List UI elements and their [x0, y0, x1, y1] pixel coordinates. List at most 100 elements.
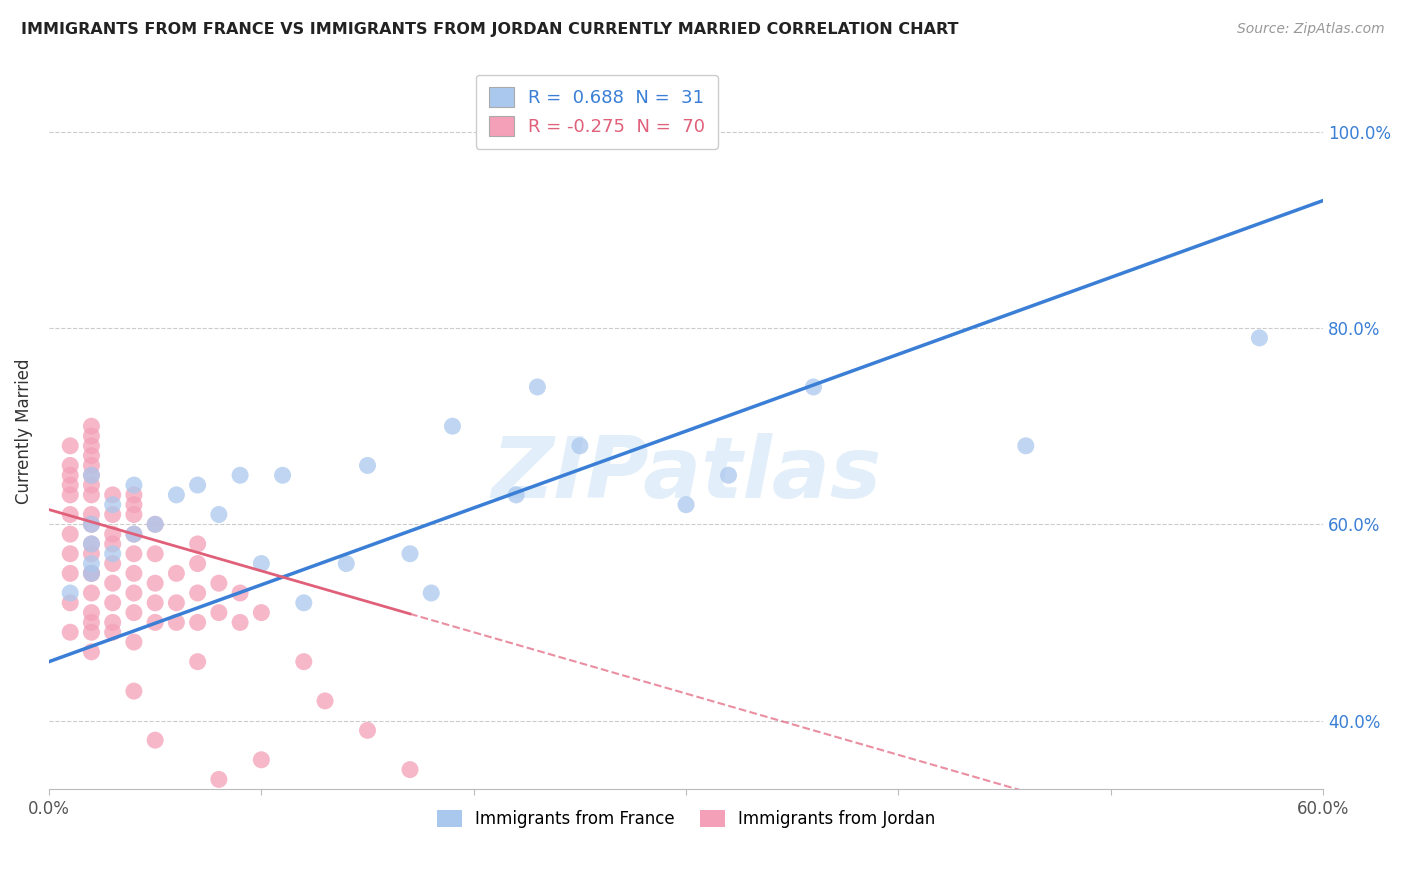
- Point: [101, 625, 124, 640]
- Text: Source: ZipAtlas.com: Source: ZipAtlas.com: [1237, 22, 1385, 37]
- Point: [101, 527, 124, 541]
- Point: [80, 537, 103, 551]
- Point: [59, 468, 82, 483]
- Point: [59, 488, 82, 502]
- Point: [292, 596, 315, 610]
- Point: [165, 566, 187, 581]
- Point: [122, 586, 145, 600]
- Point: [101, 488, 124, 502]
- Point: [80, 449, 103, 463]
- Point: [122, 508, 145, 522]
- Point: [59, 439, 82, 453]
- Point: [101, 557, 124, 571]
- Point: [80, 566, 103, 581]
- Point: [1015, 439, 1038, 453]
- Point: [80, 458, 103, 473]
- Point: [187, 615, 209, 630]
- Point: [80, 488, 103, 502]
- Point: [101, 537, 124, 551]
- Point: [80, 615, 103, 630]
- Point: [59, 458, 82, 473]
- Point: [122, 684, 145, 698]
- Point: [59, 586, 82, 600]
- Point: [356, 723, 378, 738]
- Point: [122, 488, 145, 502]
- Y-axis label: Currently Married: Currently Married: [15, 359, 32, 504]
- Point: [59, 478, 82, 492]
- Point: [229, 586, 252, 600]
- Point: [122, 547, 145, 561]
- Point: [399, 547, 422, 561]
- Point: [80, 625, 103, 640]
- Point: [80, 508, 103, 522]
- Point: [80, 468, 103, 483]
- Point: [187, 557, 209, 571]
- Point: [229, 468, 252, 483]
- Point: [80, 517, 103, 532]
- Point: [208, 772, 231, 787]
- Point: [122, 566, 145, 581]
- Point: [399, 763, 422, 777]
- Point: [101, 547, 124, 561]
- Point: [356, 458, 378, 473]
- Point: [526, 380, 548, 394]
- Point: [122, 498, 145, 512]
- Point: [80, 566, 103, 581]
- Point: [187, 586, 209, 600]
- Point: [1249, 331, 1271, 345]
- Point: [80, 419, 103, 434]
- Point: [80, 645, 103, 659]
- Point: [80, 468, 103, 483]
- Point: [314, 694, 336, 708]
- Point: [143, 615, 166, 630]
- Point: [101, 576, 124, 591]
- Point: [143, 517, 166, 532]
- Point: [441, 419, 464, 434]
- Point: [80, 606, 103, 620]
- Point: [335, 557, 357, 571]
- Point: [420, 586, 443, 600]
- Point: [122, 606, 145, 620]
- Point: [101, 615, 124, 630]
- Text: ZIPatlas: ZIPatlas: [491, 433, 882, 516]
- Point: [80, 557, 103, 571]
- Point: [208, 606, 231, 620]
- Point: [59, 625, 82, 640]
- Point: [122, 527, 145, 541]
- Point: [80, 566, 103, 581]
- Point: [101, 508, 124, 522]
- Point: [143, 576, 166, 591]
- Point: [271, 468, 294, 483]
- Point: [187, 537, 209, 551]
- Point: [675, 498, 697, 512]
- Point: [165, 615, 187, 630]
- Point: [208, 576, 231, 591]
- Point: [165, 596, 187, 610]
- Point: [505, 488, 527, 502]
- Point: [59, 508, 82, 522]
- Legend: Immigrants from France, Immigrants from Jordan: Immigrants from France, Immigrants from …: [430, 803, 942, 835]
- Point: [59, 596, 82, 610]
- Point: [208, 508, 231, 522]
- Point: [717, 468, 740, 483]
- Point: [101, 596, 124, 610]
- Point: [143, 547, 166, 561]
- Point: [292, 655, 315, 669]
- Point: [568, 439, 591, 453]
- Point: [187, 655, 209, 669]
- Point: [59, 547, 82, 561]
- Point: [80, 478, 103, 492]
- Point: [143, 517, 166, 532]
- Point: [803, 380, 825, 394]
- Point: [80, 439, 103, 453]
- Point: [80, 517, 103, 532]
- Point: [250, 557, 273, 571]
- Point: [250, 753, 273, 767]
- Point: [80, 429, 103, 443]
- Point: [80, 547, 103, 561]
- Point: [250, 606, 273, 620]
- Point: [143, 596, 166, 610]
- Text: IMMIGRANTS FROM FRANCE VS IMMIGRANTS FROM JORDAN CURRENTLY MARRIED CORRELATION C: IMMIGRANTS FROM FRANCE VS IMMIGRANTS FRO…: [21, 22, 959, 37]
- Point: [122, 527, 145, 541]
- Point: [122, 478, 145, 492]
